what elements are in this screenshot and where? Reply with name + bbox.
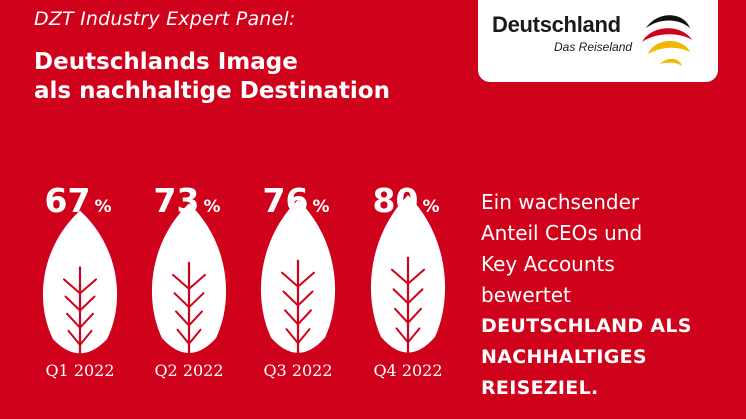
value-label: 80% (373, 181, 440, 220)
leaf-vein (297, 271, 315, 288)
leaf-vein (407, 307, 422, 324)
leaf-vein (188, 292, 205, 309)
leaf-vein (188, 328, 202, 345)
logo-wordmark: Deutschland (492, 12, 621, 37)
logo-tagline: Das Reiseland (554, 40, 633, 54)
leaf-vein (79, 295, 96, 312)
leaf-vein (175, 310, 190, 327)
leaf-vein (79, 312, 94, 329)
claim-line-2: Anteil CEOs und (481, 221, 643, 245)
leaf-vein (173, 292, 190, 309)
claim-line-4: bewertet (481, 283, 571, 307)
value-label: 67% (45, 181, 112, 220)
leaf-vein (281, 271, 299, 288)
category-label: Q2 2022 (154, 361, 223, 380)
leaf-vein (407, 288, 424, 305)
leaf-vein (188, 310, 203, 327)
deutschland-logo: Deutschland Das Reiseland (478, 0, 718, 82)
leaf-vein (297, 290, 314, 307)
category-label: Q4 2022 (373, 361, 442, 380)
headline-line-1: Deutschlands Image (34, 49, 298, 75)
leaf-bar (151, 203, 227, 368)
leaf-vein (66, 312, 81, 329)
leaf-vein (79, 329, 93, 346)
headline: Deutschlands Image als nachhaltige Desti… (34, 48, 390, 106)
leaf-vein (172, 273, 190, 290)
headline-line-2: als nachhaltige Destination (34, 78, 390, 104)
leaf-vein (395, 327, 409, 344)
leaf-vein (297, 328, 311, 345)
claim-line-7: REISEZIEL. (481, 377, 599, 399)
claim-line-3: Key Accounts (481, 252, 615, 276)
leaf-vein (67, 329, 81, 346)
leaf-vein (282, 290, 299, 307)
category-label: Q3 2022 (263, 361, 332, 380)
leaf-vein (64, 295, 81, 312)
leaf-bar (260, 199, 336, 368)
leaf-vein (188, 273, 206, 290)
claim-line-5: DEUTSCHLAND ALS (481, 315, 692, 337)
leaf-vein (176, 328, 190, 345)
leaf-bar (370, 195, 446, 368)
swirl-logo-icon (642, 15, 692, 66)
leaf-vein (391, 268, 409, 285)
kicker-title: DZT Industry Expert Panel: (34, 8, 296, 30)
category-label: Q1 2022 (45, 361, 114, 380)
leaf-vein (63, 278, 81, 295)
leaf-vein (284, 309, 299, 326)
leaf-vein (394, 307, 409, 324)
leaf-vein (407, 327, 421, 344)
leaf-bar (42, 210, 118, 368)
leaf-vein (297, 309, 312, 326)
leaf-vein (407, 268, 425, 285)
leaf-vein (79, 278, 97, 295)
leaf-vein (392, 288, 409, 305)
value-label: 73% (154, 181, 221, 220)
claim-line-1: Ein wachsender (481, 190, 640, 214)
claim-line-6: NACHHALTIGES (481, 346, 647, 368)
value-label: 76% (263, 181, 330, 220)
leaf-vein (285, 328, 299, 345)
claim-text: Ein wachsender Anteil CEOs und Key Accou… (481, 187, 692, 404)
